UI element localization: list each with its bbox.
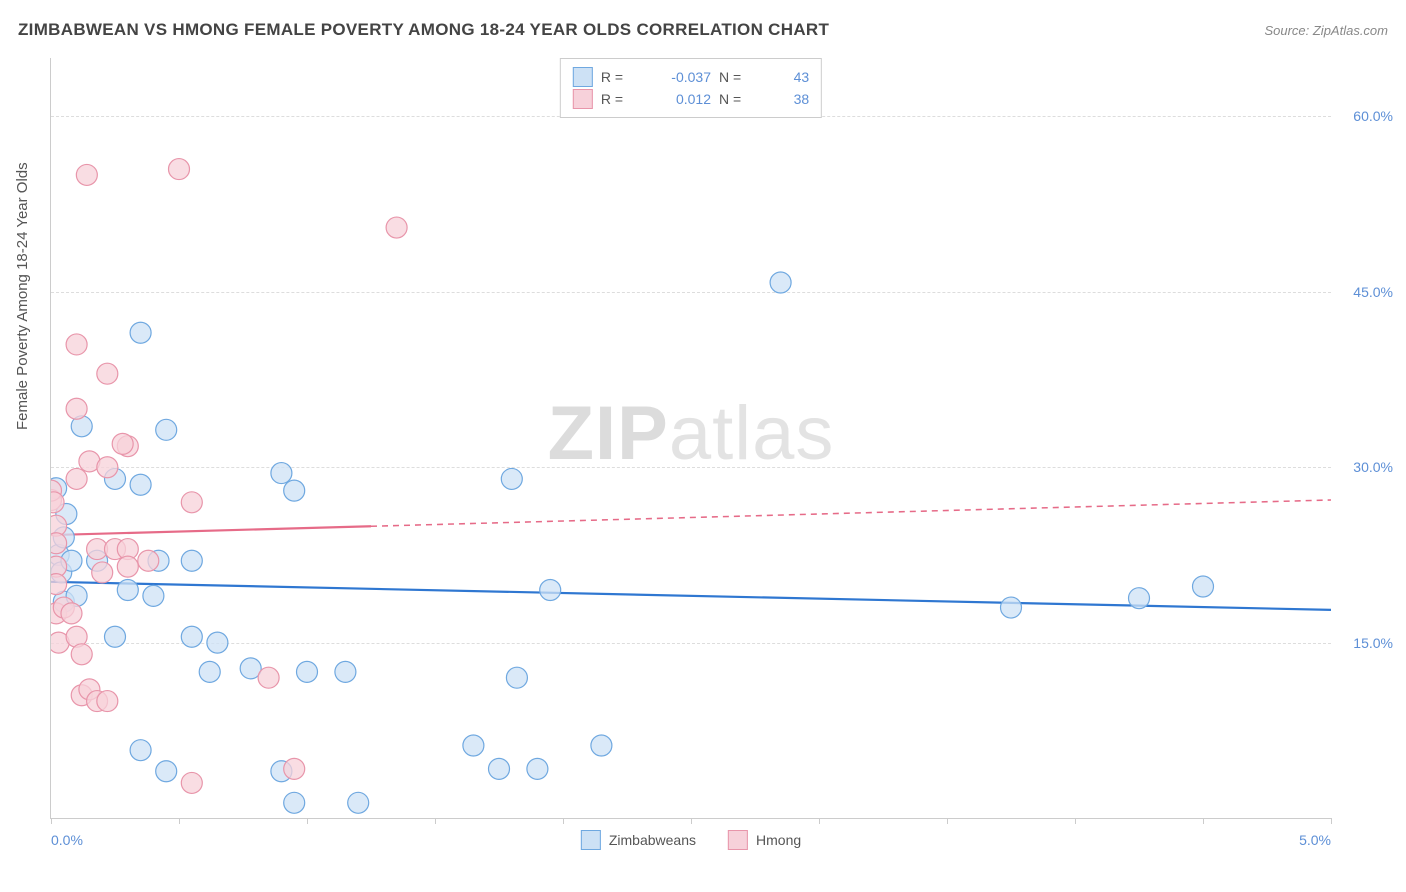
title-bar: ZIMBABWEAN VS HMONG FEMALE POVERTY AMONG… — [18, 20, 1388, 40]
scatter-point — [297, 661, 318, 682]
scatter-point — [284, 792, 305, 813]
plot-area: ZIPatlas 15.0%30.0%45.0%60.0% 0.0%5.0% R… — [50, 58, 1331, 819]
scatter-point — [156, 419, 177, 440]
r-label: R = — [601, 69, 623, 85]
x-tick — [51, 818, 52, 824]
y-tick-label: 45.0% — [1353, 284, 1393, 300]
scatter-point — [181, 492, 202, 513]
scatter-point — [51, 574, 67, 595]
source-attribution: Source: ZipAtlas.com — [1264, 23, 1388, 38]
x-tick — [435, 818, 436, 824]
scatter-point — [66, 468, 87, 489]
n-value: 38 — [749, 91, 809, 107]
x-tick — [1075, 818, 1076, 824]
scatter-point — [335, 661, 356, 682]
scatter-point — [489, 758, 510, 779]
n-label: N = — [719, 91, 741, 107]
scatter-point — [386, 217, 407, 238]
scatter-point — [348, 792, 369, 813]
scatter-point — [463, 735, 484, 756]
scatter-point — [181, 550, 202, 571]
series-legend: Zimbabweans Hmong — [581, 830, 801, 850]
scatter-point — [66, 398, 87, 419]
scatter-point — [527, 758, 548, 779]
legend-swatch — [573, 67, 593, 87]
legend-item-series-1: Zimbabweans — [581, 830, 696, 850]
legend-item-series-2: Hmong — [728, 830, 801, 850]
scatter-point — [271, 463, 292, 484]
scatter-point — [130, 474, 151, 495]
scatter-point — [97, 691, 118, 712]
x-tick — [1203, 818, 1204, 824]
n-value: 43 — [749, 69, 809, 85]
scatter-svg — [51, 58, 1331, 818]
scatter-point — [284, 758, 305, 779]
x-tick-label: 0.0% — [51, 832, 83, 848]
scatter-point — [66, 334, 87, 355]
scatter-point — [770, 272, 791, 293]
scatter-point — [199, 661, 220, 682]
scatter-point — [76, 164, 97, 185]
scatter-point — [540, 580, 561, 601]
scatter-point — [1193, 576, 1214, 597]
scatter-point — [105, 626, 126, 647]
scatter-point — [97, 363, 118, 384]
scatter-point — [156, 761, 177, 782]
scatter-point — [138, 550, 159, 571]
scatter-point — [112, 433, 133, 454]
r-label: R = — [601, 91, 623, 107]
scatter-point — [92, 562, 113, 583]
scatter-point — [61, 603, 82, 624]
regression-line-extrapolated — [371, 500, 1331, 526]
scatter-point — [130, 322, 151, 343]
scatter-point — [181, 772, 202, 793]
scatter-point — [501, 468, 522, 489]
legend-row-series-1: R = -0.037 N = 43 — [573, 67, 809, 87]
x-tick — [819, 818, 820, 824]
legend-swatch — [728, 830, 748, 850]
x-tick — [691, 818, 692, 824]
legend-label: Zimbabweans — [609, 832, 696, 848]
scatter-point — [117, 556, 138, 577]
x-tick — [1331, 818, 1332, 824]
x-tick — [179, 818, 180, 824]
scatter-point — [1129, 588, 1150, 609]
regression-line — [51, 526, 371, 535]
legend-swatch — [581, 830, 601, 850]
r-value: 0.012 — [631, 91, 711, 107]
scatter-point — [1001, 597, 1022, 618]
scatter-point — [207, 632, 228, 653]
scatter-point — [51, 533, 67, 554]
legend-row-series-2: R = 0.012 N = 38 — [573, 89, 809, 109]
legend-label: Hmong — [756, 832, 801, 848]
y-axis-label: Female Poverty Among 18-24 Year Olds — [14, 162, 31, 430]
n-label: N = — [719, 69, 741, 85]
x-tick — [947, 818, 948, 824]
chart-title: ZIMBABWEAN VS HMONG FEMALE POVERTY AMONG… — [18, 20, 829, 40]
y-tick-label: 60.0% — [1353, 108, 1393, 124]
scatter-point — [130, 740, 151, 761]
scatter-point — [71, 644, 92, 665]
y-tick-label: 30.0% — [1353, 459, 1393, 475]
scatter-point — [117, 580, 138, 601]
correlation-legend: R = -0.037 N = 43 R = 0.012 N = 38 — [560, 58, 822, 118]
source-label: Source: — [1264, 23, 1312, 38]
scatter-point — [97, 457, 118, 478]
x-tick — [307, 818, 308, 824]
legend-swatch — [573, 89, 593, 109]
scatter-point — [169, 159, 190, 180]
scatter-point — [591, 735, 612, 756]
y-tick-label: 15.0% — [1353, 635, 1393, 651]
x-tick-label: 5.0% — [1299, 832, 1331, 848]
r-value: -0.037 — [631, 69, 711, 85]
scatter-point — [181, 626, 202, 647]
source-name: ZipAtlas.com — [1313, 23, 1388, 38]
scatter-point — [506, 667, 527, 688]
scatter-point — [258, 667, 279, 688]
scatter-point — [284, 480, 305, 501]
scatter-point — [143, 585, 164, 606]
x-tick — [563, 818, 564, 824]
